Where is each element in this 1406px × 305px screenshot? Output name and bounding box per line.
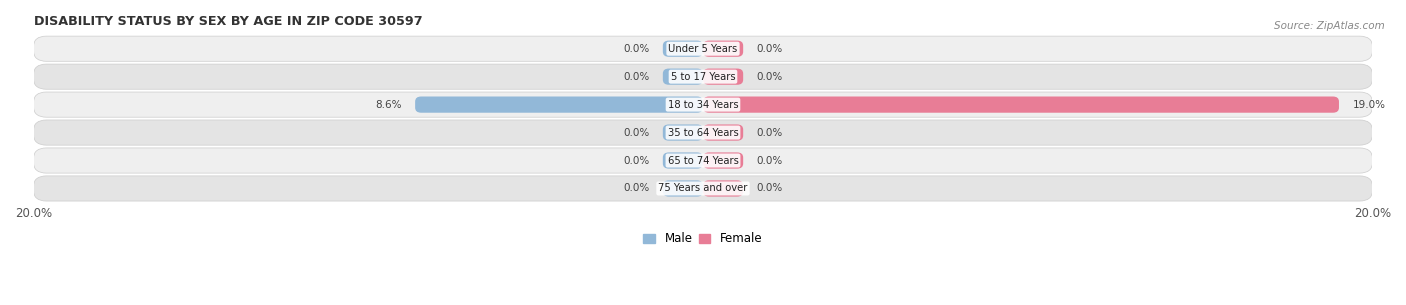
Text: 0.0%: 0.0% <box>623 44 650 54</box>
Text: Under 5 Years: Under 5 Years <box>668 44 738 54</box>
FancyBboxPatch shape <box>703 124 744 141</box>
FancyBboxPatch shape <box>662 69 703 85</box>
FancyBboxPatch shape <box>703 69 744 85</box>
FancyBboxPatch shape <box>34 148 1372 173</box>
Legend: Male, Female: Male, Female <box>638 228 768 250</box>
FancyBboxPatch shape <box>34 120 1372 145</box>
Text: 0.0%: 0.0% <box>756 184 783 193</box>
Text: 65 to 74 Years: 65 to 74 Years <box>668 156 738 166</box>
Text: DISABILITY STATUS BY SEX BY AGE IN ZIP CODE 30597: DISABILITY STATUS BY SEX BY AGE IN ZIP C… <box>34 15 422 28</box>
FancyBboxPatch shape <box>662 124 703 141</box>
FancyBboxPatch shape <box>34 64 1372 89</box>
Text: 8.6%: 8.6% <box>375 100 402 109</box>
FancyBboxPatch shape <box>662 180 703 197</box>
FancyBboxPatch shape <box>703 41 744 57</box>
FancyBboxPatch shape <box>662 152 703 169</box>
Text: 0.0%: 0.0% <box>623 156 650 166</box>
FancyBboxPatch shape <box>703 180 744 197</box>
Text: 5 to 17 Years: 5 to 17 Years <box>671 72 735 82</box>
Text: 18 to 34 Years: 18 to 34 Years <box>668 100 738 109</box>
Text: 75 Years and over: 75 Years and over <box>658 184 748 193</box>
Text: 19.0%: 19.0% <box>1353 100 1385 109</box>
FancyBboxPatch shape <box>703 96 1339 113</box>
FancyBboxPatch shape <box>662 41 703 57</box>
Text: 0.0%: 0.0% <box>623 184 650 193</box>
FancyBboxPatch shape <box>34 176 1372 201</box>
Text: 0.0%: 0.0% <box>756 127 783 138</box>
FancyBboxPatch shape <box>703 152 744 169</box>
FancyBboxPatch shape <box>415 96 703 113</box>
Text: 0.0%: 0.0% <box>756 72 783 82</box>
Text: 0.0%: 0.0% <box>623 72 650 82</box>
Text: 0.0%: 0.0% <box>623 127 650 138</box>
Text: 0.0%: 0.0% <box>756 44 783 54</box>
FancyBboxPatch shape <box>34 36 1372 61</box>
FancyBboxPatch shape <box>34 92 1372 117</box>
Text: Source: ZipAtlas.com: Source: ZipAtlas.com <box>1274 21 1385 31</box>
Text: 35 to 64 Years: 35 to 64 Years <box>668 127 738 138</box>
Text: 0.0%: 0.0% <box>756 156 783 166</box>
